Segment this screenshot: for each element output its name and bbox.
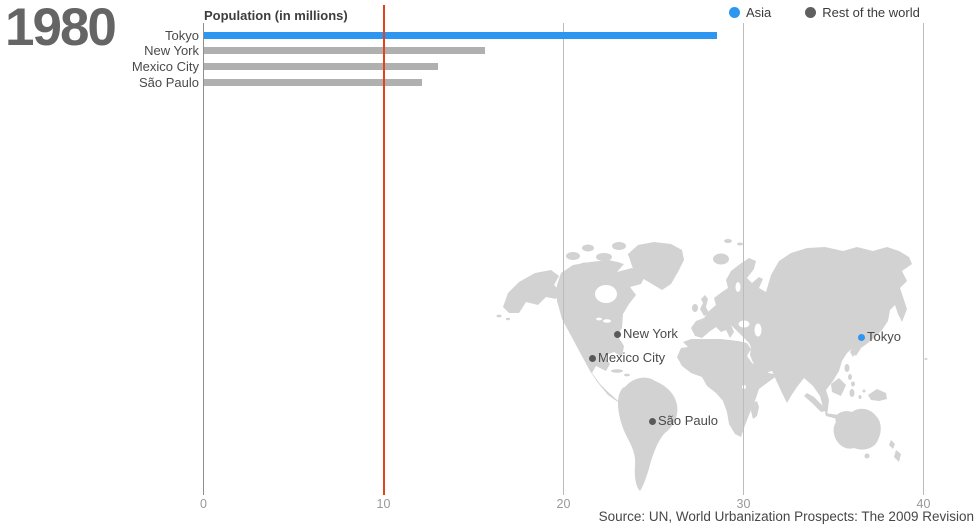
rest-of-world-legend-dot-icon [805,7,817,18]
bar-tokyo [204,31,717,39]
legend-label-asia: Asia [746,5,772,20]
city-label-são-paulo: São Paulo [658,413,718,428]
year-label: 1980 [5,0,117,57]
city-label-mexico-city: Mexico City [598,350,666,365]
legend-label-rest-of-world: Rest of the world [822,5,920,20]
bar-new-york [204,47,485,55]
bar-label-são-paulo: São Paulo [139,74,199,90]
reference-line-10 [382,5,385,495]
x-tick-label-10: 10 [376,497,391,511]
bar-label-mexico-city: Mexico City [131,59,199,75]
city-dot-mexico-city [588,354,596,362]
bar-label-new-york: New York [144,43,199,59]
city-label-tokyo: Tokyo [867,329,901,344]
gridline-0 [203,23,204,495]
gridline-20 [563,23,564,495]
city-label-new-york: New York [623,326,678,341]
city-dot-são-paulo [648,417,656,425]
chart-title: Population (in millions) [204,8,348,23]
gridline-30 [743,23,744,495]
x-tick-label-30: 30 [736,497,751,511]
source-credit: Source: UN, World Urbanization Prospects… [598,509,974,524]
legend-item-asia: Asia [729,5,771,20]
city-dot-tokyo [857,333,865,341]
bar-label-tokyo: Tokyo [165,27,199,43]
legend: Asia Rest of the world [729,5,920,20]
world-map [496,239,928,491]
bar-são-paulo [204,78,422,86]
legend-item-rest-of-world: Rest of the world [805,5,920,20]
gridline-40 [923,23,924,495]
bar-mexico-city [204,63,438,71]
city-dot-new-york [613,330,621,338]
asia-legend-dot-icon [729,7,740,18]
x-tick-label-0: 0 [200,497,207,511]
x-tick-label-20: 20 [556,497,571,511]
x-tick-label-40: 40 [916,497,931,511]
